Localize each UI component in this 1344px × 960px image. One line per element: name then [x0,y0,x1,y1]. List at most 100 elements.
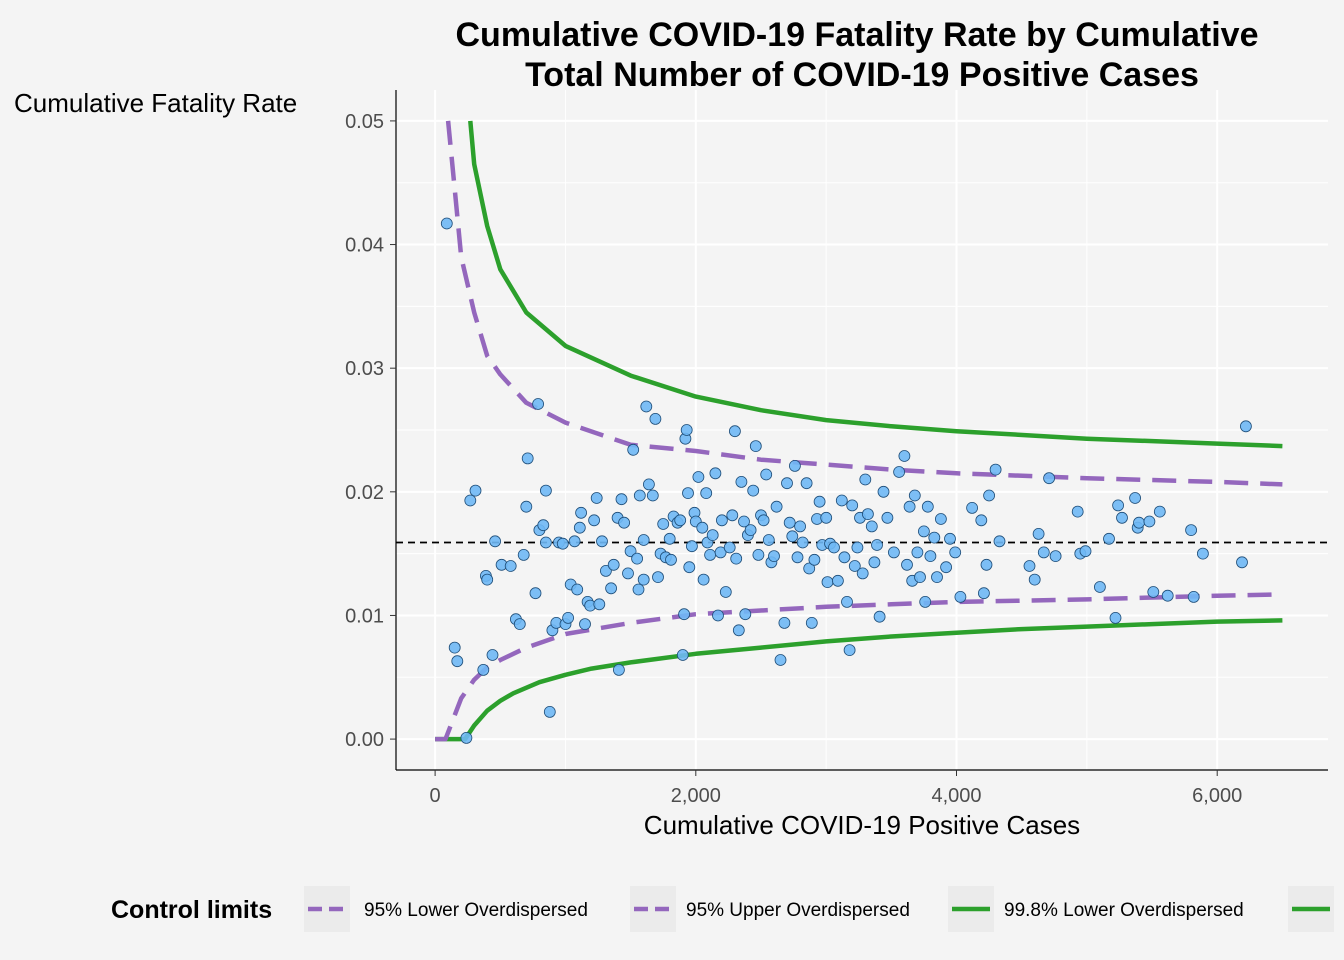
data-point [873,610,886,623]
control-limit-upper-998 [468,120,1283,449]
data-point [640,400,653,413]
data-point [752,549,765,561]
x-axis-label: Cumulative COVID-19 Positive Cases [644,810,1080,840]
data-point [529,587,542,600]
data-point [805,617,818,629]
data-points [440,217,1252,744]
data-point [859,473,872,486]
x-tick-label: 2,000 [671,785,721,807]
data-point [1116,511,1128,524]
control-limit-lower-95 [435,592,1283,742]
data-point [1236,556,1248,569]
data-point [862,508,874,520]
data-point [835,494,848,507]
data-point [579,618,591,630]
tick-labels: 0 2,000 4,000 6,000 0.00 0.01 0.02 0.03 0.04 0.05 [345,111,1242,807]
data-point [881,511,894,524]
data-point [898,450,911,462]
data-point [469,484,482,497]
data-point [781,477,793,490]
legend-label: 95% Lower Overdispersed [364,900,588,921]
data-point [706,529,719,541]
data-point [931,571,943,583]
data-point [568,535,581,548]
data-point [1185,524,1197,536]
data-point [783,516,796,529]
data-point [778,617,791,629]
data-point [521,452,534,465]
data-point [841,596,853,608]
data-point [1112,499,1124,512]
legend-label: 99.8% Lower Overdispersed [1004,900,1244,921]
data-point [1187,591,1200,603]
data-point [649,412,662,425]
chart-title-line-2: Total Number of COVID-19 Positive Cases [525,56,1199,94]
data-point [846,499,859,512]
data-point [686,540,698,553]
data-point [848,560,861,572]
data-point [1023,560,1036,572]
data-point [1129,492,1141,504]
data-point [762,534,775,546]
data-point [954,591,967,603]
data-point [1197,547,1209,560]
data-point [843,644,856,656]
data-point [732,624,745,637]
data-point [719,586,732,598]
data-point [678,608,690,621]
data-point [808,553,821,566]
data-point [460,732,473,744]
data-point [680,424,693,436]
data-point [540,536,552,549]
data-point [747,484,760,497]
data-point [704,549,716,561]
data-point [481,573,494,586]
data-point [631,552,643,565]
data-point [556,537,569,550]
data-point [543,706,556,718]
data-point [1161,589,1174,602]
data-point [865,520,878,533]
data-point [800,477,813,490]
legend: Control limits 95% Lower Overdispersed 95… [111,886,1334,932]
data-point [637,534,650,546]
data-point [921,500,934,513]
data-point [613,664,625,676]
data-point [575,506,587,519]
data-point [820,511,833,524]
data-point [627,443,640,456]
data-point [911,546,924,559]
data-point [1032,528,1045,540]
chart-title-line-1: Cumulative COVID-19 Fatality Rate by Cum… [456,16,1259,54]
data-point [914,571,926,583]
data-point [1049,550,1062,562]
data-point [786,530,799,543]
data-point [774,654,787,666]
data-point [486,649,499,661]
legend-title: Control limits [111,896,272,924]
data-point [605,582,617,595]
data-point [657,518,670,530]
data-point [716,514,728,527]
data-point [489,535,502,548]
axes [395,90,1328,771]
data-point [618,516,630,529]
data-point [646,489,659,502]
data-point [1109,612,1122,624]
data-point [1147,586,1160,598]
data-point [1037,546,1050,559]
data-point [980,558,993,571]
data-point [723,541,736,554]
data-point [975,514,988,527]
data-point [562,612,574,624]
data-point [712,609,724,622]
data-point [949,546,962,559]
data-point [663,532,676,545]
data-point [596,535,608,548]
data-point [749,440,762,453]
data-point [791,551,804,564]
y-tick-label: 0.03 [345,358,384,380]
data-point [1079,545,1092,558]
data-point [697,573,710,586]
data-point [832,574,844,587]
